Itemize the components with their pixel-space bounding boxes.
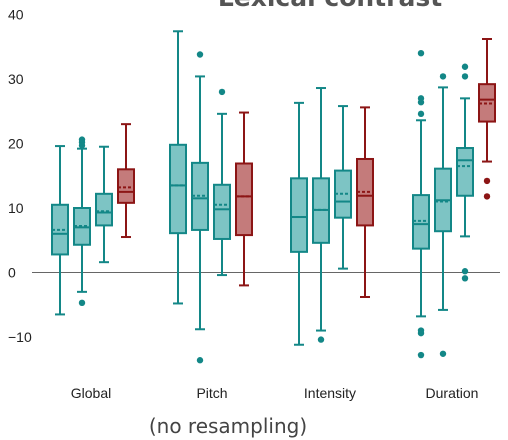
outlier-point <box>417 351 425 359</box>
outlier-point <box>461 73 469 80</box>
plot-area <box>32 30 500 364</box>
box-iqr <box>169 143 187 235</box>
box <box>95 145 113 264</box>
box <box>73 136 91 307</box>
chart-title: Lexical contrast <box>218 0 442 12</box>
box-iqr <box>95 192 113 227</box>
outlier-point <box>78 299 86 307</box>
box <box>478 38 496 200</box>
box <box>434 73 452 357</box>
x-tick-label: Duration <box>426 385 479 401</box>
outlier-point <box>417 329 425 337</box>
y-tick-label: 10 <box>8 200 24 216</box>
box <box>334 105 352 270</box>
outlier-point <box>483 177 491 185</box>
outlier-point <box>439 350 447 357</box>
box <box>356 106 374 299</box>
box <box>51 145 69 316</box>
outlier-point <box>218 88 226 96</box>
box <box>235 111 253 287</box>
box-iqr <box>117 168 135 204</box>
box <box>169 30 187 305</box>
outlier-point <box>317 336 325 343</box>
x-axis-ticks: Global Pitch Intensity Duration <box>71 385 479 401</box>
y-tick-label: 40 <box>8 7 24 23</box>
box <box>290 101 308 346</box>
outlier-point <box>483 193 491 200</box>
outlier-point <box>461 275 469 282</box>
box <box>412 50 430 359</box>
box <box>117 123 135 239</box>
outlier-point <box>196 357 204 364</box>
x-tick-label: Intensity <box>304 385 356 401</box>
box <box>191 51 209 364</box>
box <box>312 87 330 343</box>
outlier-point <box>196 51 204 58</box>
y-tick-label: 30 <box>8 71 24 87</box>
box-iqr <box>235 162 253 237</box>
x-tick-label: Pitch <box>196 385 227 401</box>
box-group-duration <box>412 38 496 359</box>
outlier-point <box>417 110 425 118</box>
outlier-point <box>461 268 469 275</box>
box-group-pitch <box>169 30 253 364</box>
box-iqr <box>213 183 231 240</box>
outlier-point <box>461 63 469 70</box>
box <box>456 63 474 282</box>
box-group-intensity <box>290 87 374 346</box>
box-group-global <box>51 123 135 316</box>
chart-caption: (no resampling) <box>149 414 307 438</box>
outlier-point <box>417 50 425 57</box>
outlier-point <box>417 95 425 102</box>
y-tick-label: 20 <box>8 136 24 152</box>
y-axis-ticks: 40 30 20 10 0 −10 <box>8 7 32 346</box>
outlier-point <box>78 136 86 143</box>
outlier-point <box>439 73 447 80</box>
box-iqr <box>456 147 474 197</box>
y-tick-label: 0 <box>8 265 16 281</box>
box <box>213 88 231 277</box>
box-iqr <box>290 177 308 253</box>
y-tick-label: −10 <box>8 329 32 345</box>
x-tick-label: Global <box>71 385 111 401</box>
